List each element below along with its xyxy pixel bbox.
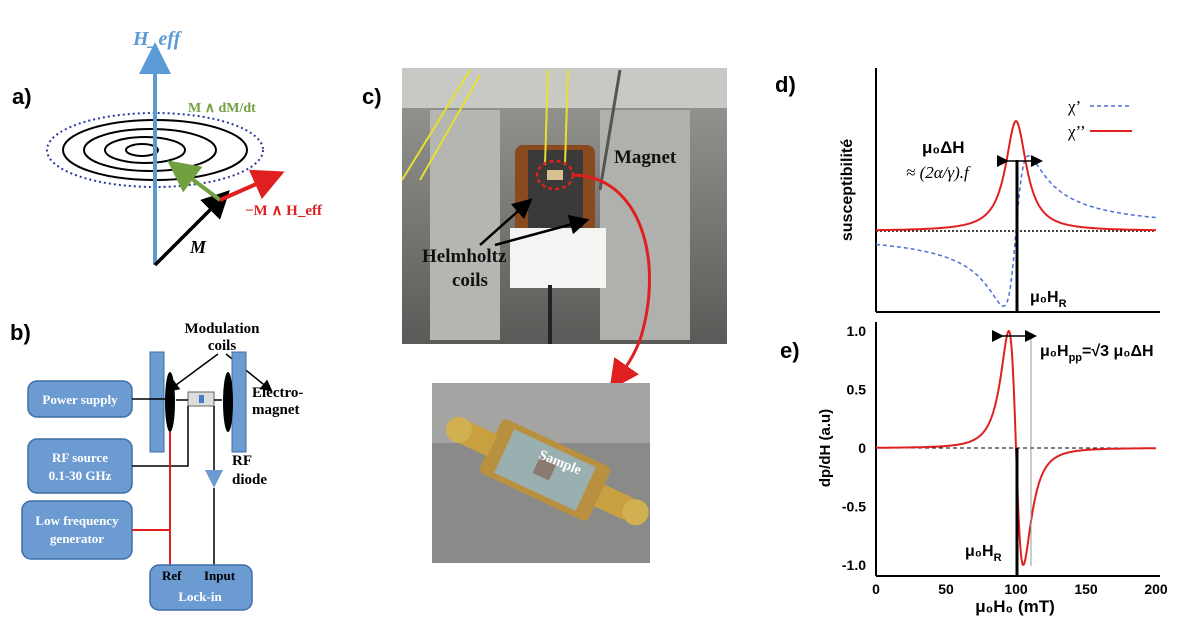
panel-a: a) H_eff M ∧ dM/dt −M ∧ H_eff M [12,28,323,267]
helmholtz-arrow-1 [479,198,533,246]
orbit-2 [83,128,217,172]
e-x-tick: 50 [938,581,954,597]
mod-arrow-left [167,353,219,392]
e-y-tick: -1.0 [842,557,866,573]
helmholtz-arrow-2 [494,214,590,247]
e-y-ticks: 1.0 0.5 0 -0.5 -1.0 [842,323,866,573]
lockin-label: Lock-in [178,589,222,604]
m-cross-heff-label: −M ∧ H_eff [245,203,323,219]
panel-d: d) susceptibilité μ₀ΔH ≈ (2α/γ).f μ₀HR χ… [775,68,1160,313]
legend-chi2-label: χ’’ [1067,122,1086,141]
panel-d-label: d) [775,72,796,97]
rf-source-line2: 0.1-30 GHz [49,468,112,483]
e-y-tick: 0.5 [847,382,867,398]
low-freq-line1: Low frequency [35,513,119,528]
ref-label: Ref [162,568,182,583]
e-x-tick: 100 [1004,581,1028,597]
coil-right [223,372,233,432]
e-resonance-label: μ₀HR [965,543,1002,564]
helmholtz-line1: Helmholtz [422,246,507,267]
power-supply-box: Power supply [27,380,133,418]
wire-rf [132,406,189,467]
modulation-coils-line1: Modulation [184,321,260,337]
m-cross-heff-vector [219,169,285,202]
rf-source-box: RF source 0.1-30 GHz [27,438,133,494]
e-x-tick: 0 [872,581,880,597]
electromagnet-line2: magnet [252,402,300,418]
legend-chi1-label: χ’ [1067,97,1081,116]
panel-b-label: b) [10,320,31,345]
zoom-arrow [571,173,651,391]
m-cross-dm-vector [167,160,222,202]
rf-diode-symbol [205,470,223,488]
electromagnet-pole-right [231,351,247,453]
magnet-label: Magnet [614,147,677,168]
orbit-4 [125,143,159,157]
lockin-box: Ref Input Lock-in [149,564,253,611]
e-xlabel: μ₀H₀ (mT) [975,597,1055,616]
e-x-ticks: 0 50 100 150 200 [872,581,1168,597]
d-resonance-label: μ₀HR [1030,289,1067,310]
coil-left [165,372,175,432]
e-y-tick: -0.5 [842,499,866,515]
e-x-tick: 200 [1144,581,1168,597]
helmholtz-line2: coils [452,270,488,291]
e-ylabel: dp/dH (a.u) [817,409,834,487]
d-approx: ≈ (2α/γ).f [906,163,971,182]
sample-chip [199,395,204,403]
e-y-tick: 0 [858,440,866,456]
e-y-tick: 1.0 [847,323,867,339]
power-supply-label: Power supply [42,392,118,407]
m-cross-dm-label: M ∧ dM/dt [188,101,256,116]
rf-source-line1: RF source [52,450,108,465]
e-hpp-label: μ₀Hpp=√3 μ₀ΔH [1040,343,1154,364]
panel-c: c) Magnet Helmholtz coils [362,68,727,563]
d-delta-h: μ₀ΔH [922,138,965,157]
rf-diode-line1: RF [232,453,252,469]
chi-second-curve [876,119,1156,232]
low-freq-line2: generator [50,531,104,546]
orbit-3 [104,136,186,164]
sample-photo [432,383,650,563]
low-frequency-box: Low frequency generator [21,500,133,560]
d-legend: χ’ χ’’ [1067,97,1132,141]
panel-c-label: c) [362,84,382,109]
h-eff-label: H_eff [132,28,183,50]
panel-b: b) Modulation coils Electro- magnet Powe… [10,320,303,611]
magnet-photo [401,68,727,344]
electromagnet-line1: Electro- [252,385,303,401]
panel-e: e) 1.0 0.5 0 -0.5 -1.0 0 50 100 150 200 dp/dH (a… [780,322,1168,616]
m-label: M [189,237,207,257]
electromagnet-pole-left [149,351,165,453]
e-x-tick: 150 [1074,581,1098,597]
panel-a-label: a) [12,84,32,109]
d-ylabel: susceptibilité [839,139,856,241]
rf-diode-line2: diode [232,472,267,488]
panel-e-label: e) [780,338,800,363]
input-label: Input [204,568,236,583]
modulation-coils-line2: coils [208,338,236,354]
m-vector [153,190,230,267]
